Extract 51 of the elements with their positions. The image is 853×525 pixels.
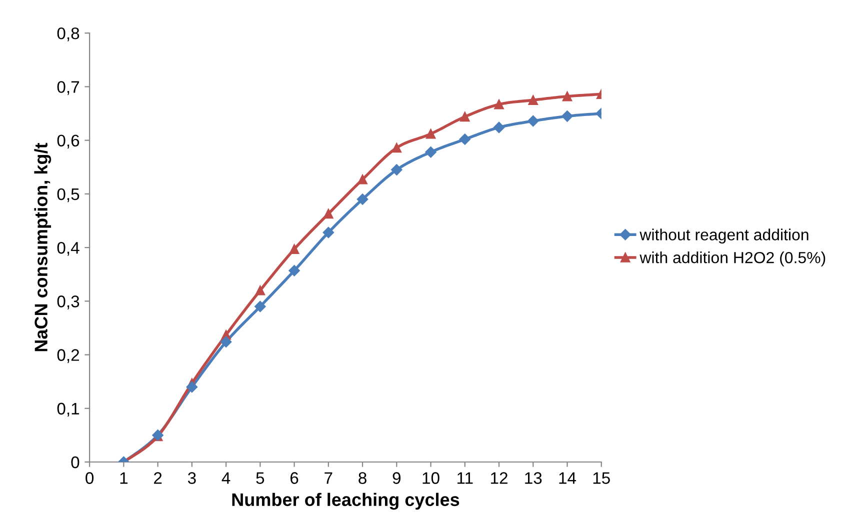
point <box>324 208 334 219</box>
x-tick-label: 7 <box>324 472 332 484</box>
point <box>322 226 334 238</box>
point <box>494 100 504 110</box>
point <box>528 115 539 127</box>
x-tick-label: 12 <box>491 472 508 484</box>
point <box>358 174 368 184</box>
point <box>562 110 573 122</box>
legend-label: with addition H2O2 (0.5%) <box>640 252 826 266</box>
x-tick-label: 14 <box>559 472 576 484</box>
point <box>186 381 198 393</box>
x-axis-title: Number of leaching cycles <box>232 492 460 510</box>
point <box>562 91 572 102</box>
x-tick-label: 4 <box>222 472 230 484</box>
y-axis-title: NaCN consumption, kg/t <box>34 142 52 352</box>
point <box>460 112 470 122</box>
y-tick-label: 0,5 <box>57 188 80 202</box>
x-tick-label: 5 <box>256 472 264 484</box>
y-tick-label: 0,4 <box>57 242 80 256</box>
point <box>288 264 300 276</box>
y-tick-label: 0,6 <box>57 134 80 148</box>
x-tick-label: 3 <box>188 472 196 484</box>
y-tick-label: 0,1 <box>57 402 80 417</box>
y-tick-label: 0 <box>71 456 80 468</box>
point <box>426 129 436 139</box>
x-tick-label: 13 <box>525 472 542 484</box>
x-tick-label: 9 <box>392 472 400 484</box>
point <box>459 134 470 145</box>
x-tick-label: 10 <box>422 472 440 484</box>
legend-label: without reagent addition <box>640 228 808 244</box>
point <box>289 244 300 254</box>
x-tick-label: 11 <box>458 472 473 484</box>
x-tick-label: 1 <box>120 472 128 484</box>
y-tick-label: 0,3 <box>57 296 80 310</box>
point <box>391 164 402 176</box>
y-tick-label: 0,8 <box>57 27 80 42</box>
point <box>220 336 232 348</box>
point <box>255 286 266 296</box>
point <box>254 300 266 312</box>
y-tick-label: 0,7 <box>57 81 80 95</box>
point <box>528 95 538 105</box>
x-tick-label: 2 <box>154 472 162 484</box>
x-tick-label: 15 <box>593 472 610 484</box>
point <box>425 146 436 158</box>
point <box>356 194 368 205</box>
point <box>392 142 402 153</box>
x-tick-label: 0 <box>86 472 94 484</box>
point <box>493 122 505 134</box>
x-tick-label: 8 <box>358 472 366 484</box>
y-tick-label: 0,2 <box>57 349 80 363</box>
x-tick-label: 6 <box>290 472 298 484</box>
